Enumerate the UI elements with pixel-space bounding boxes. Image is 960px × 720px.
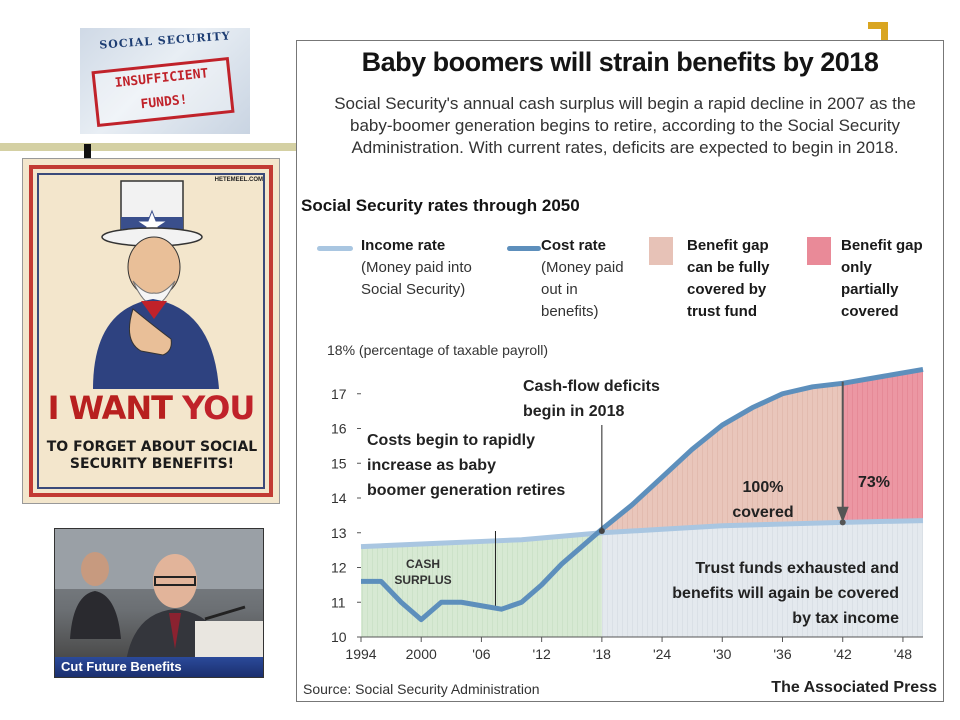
y-tick-label-10: 10 (331, 629, 347, 645)
income-rate-line (360, 518, 924, 550)
deficits-label: Cash-flow deficits begin in 2018 (523, 378, 660, 420)
covered-73-label: 73% (858, 474, 890, 491)
cost-rate-line (361, 366, 924, 623)
poster-headline: I WANT YOU (23, 389, 279, 427)
deficits-marker (598, 528, 605, 535)
chart-subtitle: Social Security rates through 2050 (301, 196, 580, 215)
x-tick-label-2006: '06 (472, 646, 490, 662)
press-credit: The Associated Press (771, 679, 937, 696)
source-credit: Source: Social Security Administration (303, 681, 540, 697)
y-tick-label-16: 16 (331, 421, 347, 437)
poster-site-label: HETEMEEL.COM (214, 177, 263, 183)
tax-income-area (601, 520, 923, 637)
legend-cost-swatch (507, 246, 541, 251)
exhausted-label: Trust funds exhausted and benefits will a… (672, 560, 899, 627)
chart-title: Baby boomers will strain benefits by 201… (361, 47, 879, 77)
gap-partially-covered-area (842, 369, 923, 523)
exhausted-arrow-head (836, 506, 849, 523)
legend-gap-partial: Benefit gap only partially covered (841, 237, 923, 320)
y-tick-label-14: 14 (331, 490, 347, 506)
x-tick-label-2012: '12 (533, 646, 551, 662)
y-tick-label-13: 13 (331, 525, 347, 541)
legend-cost-note: (Money paid out in benefits) (541, 259, 624, 320)
x-tick-label-2000: 2000 (406, 646, 437, 662)
poster-subtext: TO FORGET ABOUT SOCIAL SECURITY BENEFITS… (46, 439, 258, 472)
y-tick-label-12: 12 (331, 560, 347, 576)
x-tick-label-2018: '18 (593, 646, 611, 662)
costs-rise-label: Costs begin to rapidly increase as baby bo… (367, 432, 565, 499)
photo-caption: Cut Future Benefits (55, 657, 263, 677)
legend-gap-full: Benefit gap can be fully covered by trus… (687, 237, 770, 320)
cash-surplus-area (361, 532, 602, 637)
y-tick-label-15: 15 (331, 455, 347, 471)
y-axis-label: 18% (percentage of taxable payroll) (327, 342, 548, 358)
x-tick-label-2042: '42 (834, 646, 852, 662)
legend-income: Income rate (Money paid into Social Secu… (361, 235, 491, 301)
cash-surplus-label: CASH SURPLUS (394, 557, 451, 587)
social-security-card-image: SOCIAL SECURITY INSUFFICIENT FUNDS! (80, 28, 250, 134)
poster-headline-accent: YOU (182, 389, 255, 427)
social-security-infographic: Baby boomers will strain benefits by 201… (296, 40, 944, 702)
x-tick-label-2036: '36 (773, 646, 791, 662)
gap-fully-covered-area (601, 383, 843, 533)
y-tick-label-11: 11 (331, 594, 346, 610)
uncle-sam-poster: HETEMEEL.COM I WANT YOU TO FORGET ABOUT … (22, 158, 280, 504)
legend-income-swatch (317, 246, 353, 251)
x-tick-label-2024: '24 (653, 646, 671, 662)
testimony-photo: Cut Future Benefits (54, 528, 264, 678)
chart-description: Social Security's annual cash surplus wi… (334, 94, 916, 157)
x-tick-label-1994: 1994 (345, 646, 376, 662)
exhausted-marker (839, 519, 846, 526)
covered-100-label: 100% covered (732, 479, 793, 521)
legend-cost-title: Cost rate (541, 237, 607, 254)
legend-income-title: Income rate (361, 237, 446, 254)
legend-income-note: (Money paid into Social Security) (361, 259, 472, 298)
x-tick-label-2030: '30 (713, 646, 731, 662)
uncle-sam-illustration (93, 180, 219, 389)
card-title: SOCIAL SECURITY (98, 29, 232, 52)
poster-headline-plain: I WANT (47, 389, 183, 427)
y-tick-label-17: 17 (331, 386, 347, 402)
slide-divider-tick (84, 144, 91, 160)
speaker-silhouette (55, 529, 263, 669)
rates-chart: 10 11 12 13 14 15 16 17 18% (percentage of taxab… (327, 342, 924, 662)
legend-cost: Cost rate (Money paid out in benefits) (541, 235, 636, 323)
slide-divider-line (0, 143, 300, 151)
insufficient-funds-stamp: INSUFFICIENT FUNDS! (91, 56, 235, 128)
legend-gap-partial-swatch (807, 237, 831, 265)
legend-gap-full-swatch (649, 237, 673, 265)
slide-corner-bracket (868, 22, 888, 42)
x-tick-label-2048: '48 (894, 646, 912, 662)
